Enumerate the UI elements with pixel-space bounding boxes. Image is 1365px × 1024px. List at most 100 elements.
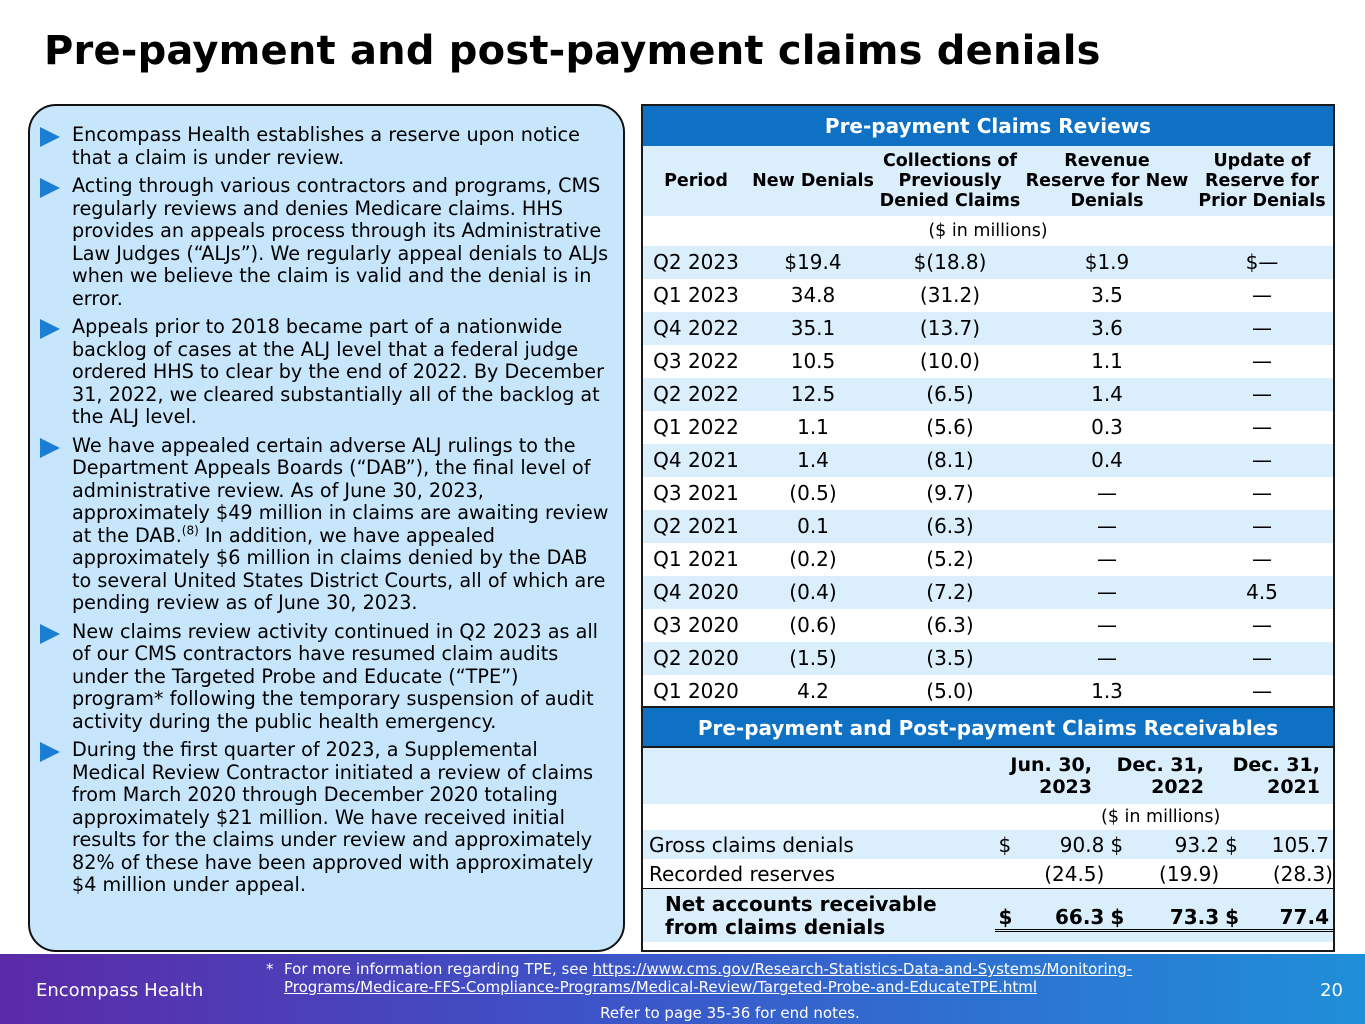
currency-symbol: $	[1225, 832, 1238, 857]
table-cell: —	[1097, 514, 1117, 538]
bullet-text: New claims review activity continued in …	[72, 619, 598, 733]
table-cell: 1.1	[1091, 349, 1123, 373]
table-cell: (0.2)	[789, 547, 837, 571]
endnotes-reference: Refer to page 35-36 for end notes.	[600, 1004, 860, 1022]
table-cell: (5.2)	[926, 547, 974, 571]
column-header-collections: Collections of Previously Denied Claims	[879, 151, 1021, 211]
bullet-item: Appeals prior to 2018 became part of a n…	[40, 315, 609, 429]
footnote: * For more information regarding TPE, se…	[266, 960, 1266, 996]
table-cell: 73.3	[1169, 905, 1220, 929]
reviews-table-title: Pre-payment Claims Reviews	[643, 106, 1333, 146]
row-period: Q2 2021	[653, 514, 739, 538]
receivables-table-title: Pre-payment and Post-payment Claims Rece…	[643, 708, 1333, 748]
row-period: Q2 2022	[653, 382, 739, 406]
table-row: Q2 2022 12.5 (6.5) 1.4 —	[643, 378, 1333, 411]
receivables-table-header: Jun. 30, 2023 Dec. 31, 2022 Dec. 31, 202…	[643, 748, 1333, 804]
footer-bar: Encompass Health * For more information …	[0, 954, 1365, 1024]
table-row: Q3 2022 10.5 (10.0) 1.1 —	[643, 345, 1333, 378]
column-header-period: Period	[664, 171, 728, 191]
page-number: 20	[1320, 980, 1343, 1001]
table-cell: —	[1252, 316, 1272, 340]
reviews-table: Pre-payment Claims Reviews Period New De…	[641, 104, 1335, 708]
footnote-marker: *	[266, 960, 274, 978]
table-row: Q2 2020 (1.5) (3.5) — —	[643, 642, 1333, 675]
bullet-panel: Encompass Health establishes a reserve u…	[28, 104, 625, 952]
reviews-table-body: Q2 2023 $19.4 $(18.8) $1.9 $— Q1 2023 34.8 (31.…	[643, 246, 1333, 708]
table-cell: (10.0)	[919, 349, 981, 373]
currency-symbol: $	[998, 905, 1013, 929]
table-cell: —	[1097, 613, 1117, 637]
table-cell: (6.3)	[926, 613, 974, 637]
footnote-text: For more information regarding TPE, see	[284, 960, 593, 978]
table-cell: 93.2	[1174, 832, 1220, 857]
table-cell: 1.3	[1091, 679, 1123, 703]
bullet-arrow-icon	[40, 319, 60, 339]
table-cell: (19.9)	[1159, 861, 1220, 886]
tpe-link[interactable]: https://www.cms.gov/Research-Statistics-…	[284, 960, 1133, 996]
table-cell: (31.2)	[919, 283, 981, 307]
bullet-text-part: We have appealed certain adverse ALJ rul…	[72, 433, 609, 547]
table-row: Q2 2023 $19.4 $(18.8) $1.9 $—	[643, 246, 1333, 279]
column-header-revenue-reserve: Revenue Reserve for New Denials	[1025, 151, 1189, 211]
table-cell: (9.7)	[926, 481, 974, 505]
page-title: Pre-payment and post-payment claims deni…	[44, 28, 1101, 74]
row-period: Q3 2021	[653, 481, 739, 505]
table-cell: (8.1)	[926, 448, 974, 472]
bullet-arrow-icon	[40, 178, 60, 198]
table-cell: 10.5	[790, 349, 836, 373]
table-cell: —	[1252, 448, 1272, 472]
table-cell: 4.5	[1246, 580, 1278, 604]
table-cell: —	[1252, 679, 1272, 703]
bullet-arrow-icon	[40, 437, 60, 458]
row-period: Q4 2020	[653, 580, 739, 604]
row-period: Q3 2020	[653, 613, 739, 637]
table-cell: —	[1097, 646, 1117, 670]
currency-symbol: $	[1110, 905, 1125, 929]
table-row: Q1 2021 (0.2) (5.2) — —	[643, 543, 1333, 576]
table-cell: (0.4)	[789, 580, 837, 604]
table-cell: —	[1097, 481, 1117, 505]
company-name: Encompass Health	[36, 980, 204, 1001]
currency-symbol: $	[1110, 832, 1124, 857]
table-cell: 0.1	[797, 514, 829, 538]
column-header-dec-2021: Dec. 31, 2021	[1232, 754, 1320, 798]
table-row: Q2 2021 0.1 (6.3) — —	[643, 510, 1333, 543]
bullet-text: We have appealed certain adverse ALJ rul…	[72, 433, 609, 615]
bullet-item: New claims review activity continued in …	[40, 619, 609, 734]
table-cell: (13.7)	[919, 316, 981, 340]
table-cell: 0.3	[1091, 415, 1123, 439]
table-cell: —	[1252, 382, 1272, 406]
table-cell: 12.5	[790, 382, 836, 406]
bullet-text: Appeals prior to 2018 became part of a n…	[72, 315, 604, 428]
units-label: ($ in millions)	[643, 216, 1333, 246]
table-row: Q4 2021 1.4 (8.1) 0.4 —	[643, 444, 1333, 477]
table-cell: —	[1252, 481, 1272, 505]
units-label: ($ in millions)	[643, 804, 1333, 830]
row-period: Q2 2023	[653, 250, 739, 274]
bullet-item: Acting through various contractors and p…	[40, 174, 609, 310]
table-cell: 77.4	[1279, 905, 1329, 929]
table-cell: —	[1252, 547, 1272, 571]
currency-symbol: $	[998, 832, 1012, 857]
table-cell: $19.4	[784, 250, 842, 274]
row-label: Recorded reserves	[649, 861, 836, 886]
table-cell: $(18.8)	[913, 250, 987, 274]
table-cell: (5.0)	[926, 679, 974, 703]
table-cell: $—	[1245, 250, 1279, 274]
column-header-update-reserve: Update of Reserve for Prior Denials	[1198, 151, 1326, 211]
table-cell: —	[1252, 514, 1272, 538]
table-cell: 3.6	[1091, 316, 1123, 340]
table-row: Q1 2020 4.2 (5.0) 1.3 —	[643, 675, 1333, 708]
receivables-table: Pre-payment and Post-payment Claims Rece…	[641, 706, 1335, 952]
row-period: Q1 2021	[653, 547, 739, 571]
table-row: Q4 2020 (0.4) (7.2) — 4.5	[643, 576, 1333, 609]
row-period: Q1 2022	[653, 415, 739, 439]
column-header-jun-2023: Jun. 30, 2023	[1010, 754, 1092, 798]
row-period: Q4 2022	[653, 316, 739, 340]
bullet-item: We have appealed certain adverse ALJ rul…	[40, 433, 609, 615]
bullet-item: During the first quarter of 2023, a Supp…	[40, 738, 609, 897]
table-cell: —	[1252, 283, 1272, 307]
bullet-arrow-icon	[40, 127, 60, 147]
table-cell: 90.8	[1059, 832, 1105, 857]
table-cell: (0.6)	[789, 613, 837, 637]
